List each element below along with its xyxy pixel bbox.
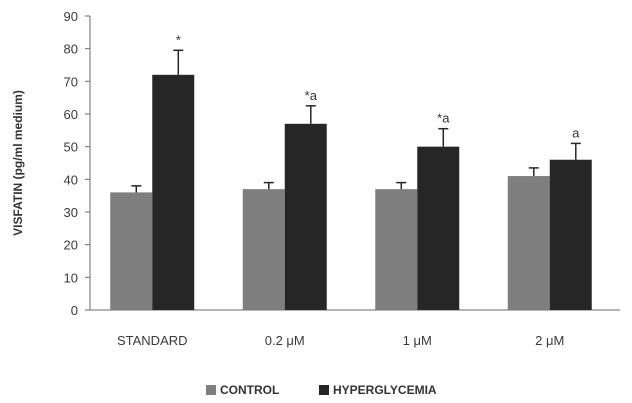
legend: CONTROL HYPERGLYCEMIA — [206, 383, 437, 397]
bars-group: * *a *a a — [110, 32, 592, 310]
y-tick-label: 0 — [71, 303, 78, 318]
y-axis-label: VISFATIN (pg/ml medium) — [11, 90, 25, 236]
bar-control-1 — [242, 189, 285, 310]
legend-label-hyperglycemia: HYPERGLYCEMIA — [333, 383, 437, 397]
significance-annotation: *a — [437, 111, 450, 126]
bar-hyperglycemia-2 — [417, 146, 460, 310]
y-tick-label: 70 — [64, 74, 78, 89]
x-category-label: STANDARD — [117, 333, 188, 348]
y-tick-label: 90 — [64, 9, 78, 24]
bar-hyperglycemia-3 — [549, 159, 592, 310]
significance-annotation: * — [176, 32, 181, 47]
significance-annotation: a — [572, 125, 580, 140]
bar-control-3 — [507, 176, 550, 310]
legend-swatch-hyperglycemia — [319, 385, 329, 395]
y-axis: 0 10 20 30 40 50 60 70 80 90 — [64, 9, 91, 318]
bar-hyperglycemia-1 — [284, 123, 327, 310]
significance-annotation: *a — [305, 88, 318, 103]
legend-label-control: CONTROL — [220, 383, 279, 397]
bar-hyperglycemia-0 — [152, 74, 195, 310]
bar-control-2 — [375, 189, 418, 310]
x-category-label: 2 μM — [535, 333, 564, 348]
y-tick-label: 40 — [64, 172, 78, 187]
category-labels: STANDARD 0.2 μM 1 μM 2 μM — [117, 333, 564, 348]
x-category-label: 0.2 μM — [265, 333, 305, 348]
bar-control-0 — [110, 192, 153, 310]
y-tick-label: 30 — [64, 205, 78, 220]
y-tick-label: 60 — [64, 107, 78, 122]
y-tick-label: 20 — [64, 238, 78, 253]
legend-swatch-control — [206, 385, 216, 395]
y-tick-label: 80 — [64, 42, 78, 57]
x-category-label: 1 μM — [403, 333, 432, 348]
y-tick-label: 50 — [64, 140, 78, 155]
y-tick-label: 10 — [64, 270, 78, 285]
y-tick-group: 0 10 20 30 40 50 60 70 80 90 — [64, 9, 90, 318]
